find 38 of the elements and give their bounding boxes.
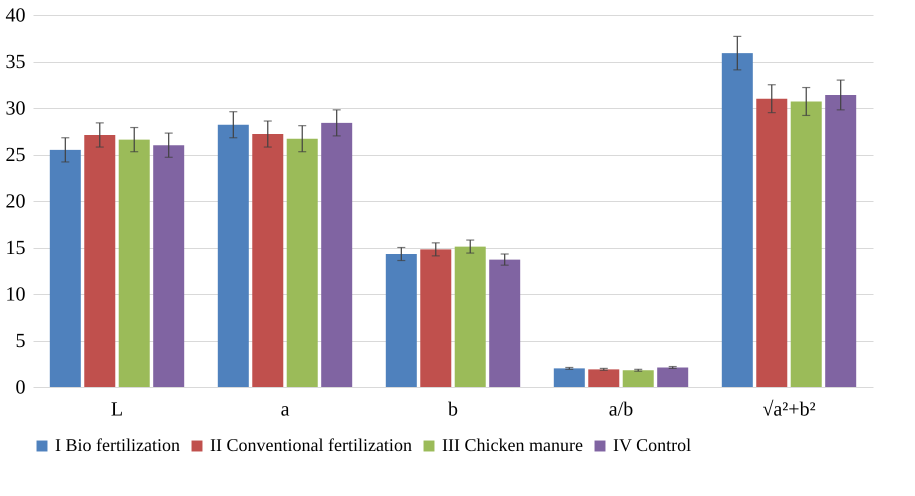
bar xyxy=(554,368,585,387)
y-tick-label: 15 xyxy=(6,237,26,259)
bar xyxy=(790,101,822,387)
y-tick-label: 20 xyxy=(6,190,26,212)
bar xyxy=(825,94,856,387)
bar xyxy=(50,150,81,387)
bar xyxy=(218,124,249,387)
bar xyxy=(657,367,688,387)
y-tick-label: 40 xyxy=(6,4,26,26)
y-tick-label: 35 xyxy=(6,51,26,73)
bar xyxy=(153,145,184,387)
y-tick-label: 5 xyxy=(16,330,26,352)
bar xyxy=(321,122,352,387)
legend-label: I Bio fertilization xyxy=(55,435,180,455)
y-tick-label: 10 xyxy=(6,284,26,306)
bar xyxy=(84,134,116,387)
bar xyxy=(588,369,620,387)
y-tick-label: 30 xyxy=(6,98,26,120)
y-tick-label: 25 xyxy=(6,144,26,166)
x-tick-label: a/b xyxy=(608,398,634,420)
bar xyxy=(252,134,284,387)
x-tick-label: a xyxy=(280,398,290,420)
legend-label: III Chicken manure xyxy=(442,435,583,455)
x-tick-label: b xyxy=(448,398,458,420)
x-tick-label: √a²+b² xyxy=(762,398,816,420)
y-tick-label: 0 xyxy=(16,376,26,398)
bar xyxy=(118,140,150,387)
legend-label: II Conventional fertilization xyxy=(210,435,412,455)
bar xyxy=(420,249,452,387)
bar xyxy=(454,246,486,387)
bar xyxy=(722,53,753,387)
legend-label: IV Control xyxy=(613,435,692,455)
bar xyxy=(386,254,417,387)
bar xyxy=(489,260,520,387)
bar xyxy=(756,98,788,387)
x-tick-label: L xyxy=(110,398,124,420)
bar xyxy=(622,370,654,387)
bar xyxy=(286,138,318,387)
